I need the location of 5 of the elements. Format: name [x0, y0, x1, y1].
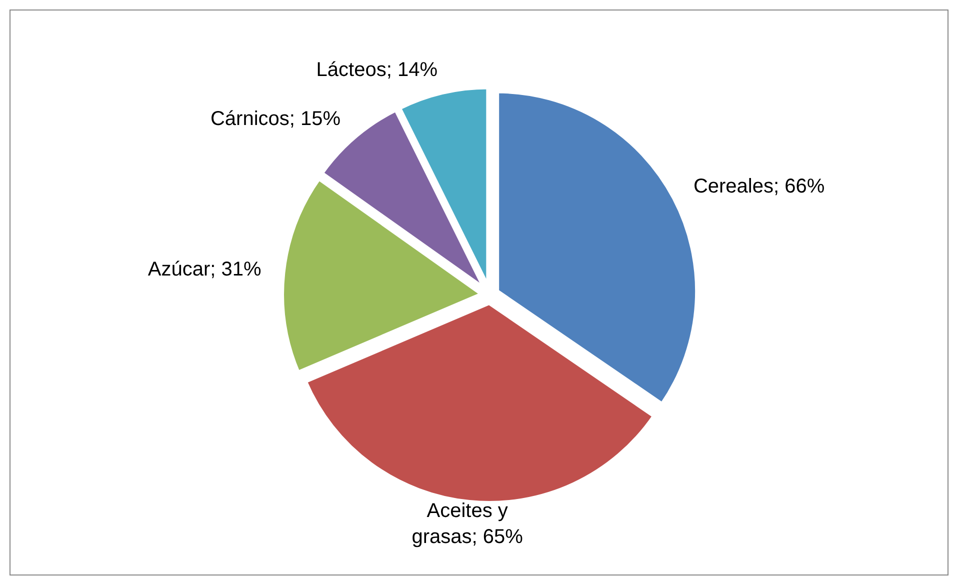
slice-label: Cárnicos; 15%	[210, 108, 341, 130]
slice-label: Cereales; 66%	[693, 176, 825, 198]
slice-label: Lácteos; 14%	[316, 59, 438, 82]
slice-label: Aceites y grasas; 65%	[412, 500, 524, 548]
slice-label: Azúcar; 31%	[148, 258, 262, 281]
